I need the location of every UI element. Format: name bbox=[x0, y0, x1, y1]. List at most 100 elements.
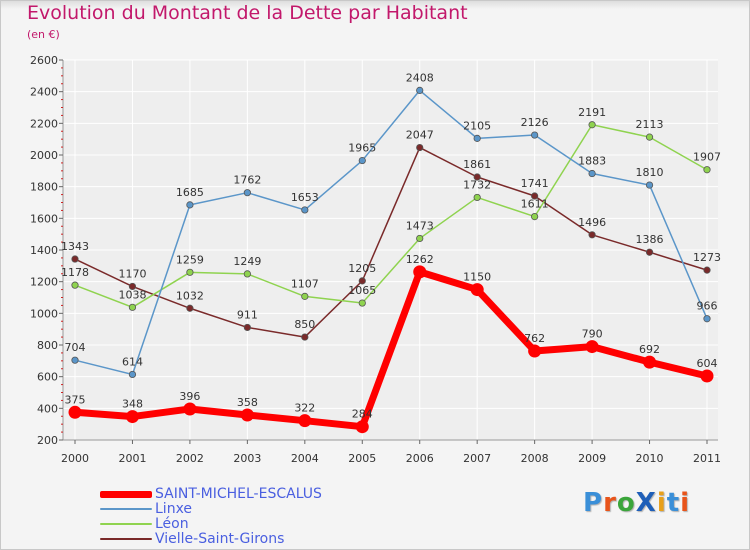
data-point-linxe bbox=[588, 169, 596, 178]
data-label-l-on: 1107 bbox=[291, 277, 319, 290]
data-label-saint-michel-escalus: 1262 bbox=[406, 253, 434, 266]
data-point-saint-michel-escalus bbox=[183, 402, 197, 416]
y-tick-label: 1600 bbox=[30, 212, 58, 225]
data-label-linxe: 614 bbox=[122, 355, 143, 368]
data-label-saint-michel-escalus: 375 bbox=[65, 393, 86, 406]
logo-letter: i bbox=[680, 488, 691, 518]
legend-swatch bbox=[100, 538, 152, 540]
data-point-linxe bbox=[186, 201, 194, 209]
data-label-l-on: 1907 bbox=[693, 151, 721, 164]
data-label-saint-michel-escalus: 1150 bbox=[463, 271, 491, 284]
data-point-vielle-saint-girons bbox=[243, 323, 251, 332]
data-point-l-on bbox=[416, 234, 424, 243]
x-tick-label: 2000 bbox=[61, 452, 89, 465]
logo-letter: X bbox=[635, 488, 657, 518]
y-tick-label: 200 bbox=[37, 434, 58, 447]
legend-label: Vielle-Saint-Girons bbox=[155, 531, 285, 547]
data-point-l-on bbox=[703, 166, 711, 174]
x-tick-label: 2011 bbox=[693, 452, 721, 465]
data-label-vielle-saint-girons: 1205 bbox=[348, 262, 376, 275]
data-label-vielle-saint-girons: 1386 bbox=[636, 233, 664, 246]
data-point-linxe bbox=[531, 131, 539, 139]
data-label-l-on: 1178 bbox=[61, 266, 89, 279]
y-tick-label: 2400 bbox=[30, 86, 58, 99]
x-tick-label: 2010 bbox=[636, 452, 664, 465]
data-point-saint-michel-escalus bbox=[585, 340, 599, 354]
data-point-saint-michel-escalus bbox=[413, 265, 427, 279]
data-label-vielle-saint-girons: 1273 bbox=[693, 251, 721, 264]
series-line-l-on bbox=[74, 124, 708, 309]
proxiti-logo: ProXiti bbox=[583, 488, 690, 518]
data-point-linxe bbox=[71, 356, 79, 364]
y-tick-label: 1200 bbox=[30, 276, 58, 289]
x-tick-label: 2004 bbox=[291, 452, 319, 465]
data-label-vielle-saint-girons: 1170 bbox=[118, 267, 146, 280]
data-point-saint-michel-escalus bbox=[470, 283, 484, 297]
data-point-vielle-saint-girons bbox=[645, 248, 654, 256]
x-tick-label: 2002 bbox=[176, 452, 204, 465]
data-point-saint-michel-escalus bbox=[298, 414, 312, 428]
data-label-l-on: 1038 bbox=[118, 288, 146, 301]
data-label-vielle-saint-girons: 1032 bbox=[176, 289, 204, 302]
data-point-l-on bbox=[186, 268, 194, 276]
chart-title: Evolution du Montant de la Dette par Hab… bbox=[27, 2, 468, 24]
data-point-saint-michel-escalus bbox=[700, 369, 714, 383]
data-point-saint-michel-escalus bbox=[355, 420, 369, 434]
x-tick-label: 2001 bbox=[118, 452, 146, 465]
logo-letter: t bbox=[666, 488, 681, 518]
data-label-vielle-saint-girons: 1741 bbox=[521, 177, 549, 190]
legend-label: Linxe bbox=[155, 501, 193, 517]
y-tick-label: 600 bbox=[37, 371, 58, 384]
data-point-vielle-saint-girons bbox=[588, 231, 596, 239]
data-point-vielle-saint-girons bbox=[186, 304, 194, 312]
data-point-linxe bbox=[301, 206, 309, 214]
data-point-l-on bbox=[243, 270, 251, 278]
logo-letter: i bbox=[656, 488, 667, 518]
data-label-linxe: 1810 bbox=[636, 166, 664, 179]
x-tick-label: 2005 bbox=[348, 452, 376, 465]
y-tick-label: 400 bbox=[37, 402, 58, 415]
data-point-vielle-saint-girons bbox=[703, 266, 711, 274]
data-label-linxe: 704 bbox=[65, 341, 86, 354]
data-point-l-on bbox=[588, 121, 596, 129]
x-tick-label: 2009 bbox=[578, 452, 606, 465]
series-line-saint-michel-escalus bbox=[74, 268, 708, 431]
data-label-l-on: 1473 bbox=[406, 219, 434, 232]
data-label-vielle-saint-girons: 1861 bbox=[463, 158, 491, 171]
x-tick-label: 2006 bbox=[406, 452, 434, 465]
data-label-l-on: 1065 bbox=[348, 284, 376, 297]
logo-letter: r bbox=[603, 488, 617, 518]
y-tick-label: 2600 bbox=[30, 54, 58, 67]
logo-letter: P bbox=[583, 488, 604, 518]
data-label-vielle-saint-girons: 1496 bbox=[578, 216, 606, 229]
data-point-vielle-saint-girons bbox=[473, 173, 481, 181]
legend-label: SAINT-MICHEL-ESCALUS bbox=[155, 486, 322, 502]
data-point-l-on bbox=[473, 193, 481, 202]
data-label-l-on: 1732 bbox=[463, 178, 491, 191]
data-point-l-on bbox=[71, 281, 79, 289]
data-label-vielle-saint-girons: 850 bbox=[294, 318, 315, 331]
data-point-l-on bbox=[128, 303, 137, 311]
series-line-vielle-saint-girons bbox=[74, 146, 708, 338]
data-point-linxe bbox=[703, 315, 711, 323]
data-label-vielle-saint-girons: 911 bbox=[237, 308, 258, 321]
data-point-saint-michel-escalus bbox=[643, 355, 657, 369]
data-label-saint-michel-escalus: 762 bbox=[524, 332, 545, 345]
data-point-l-on bbox=[301, 292, 309, 300]
data-label-linxe: 1762 bbox=[233, 174, 261, 187]
legend-item: Linxe bbox=[100, 501, 192, 517]
data-point-linxe bbox=[243, 189, 251, 197]
data-point-saint-michel-escalus bbox=[528, 344, 542, 358]
data-label-linxe: 2126 bbox=[521, 116, 549, 129]
data-point-l-on bbox=[531, 212, 539, 221]
data-point-saint-michel-escalus bbox=[125, 410, 139, 424]
y-tick-label: 800 bbox=[37, 339, 58, 352]
data-label-linxe: 1965 bbox=[348, 142, 376, 155]
chart-unit-label: (en €) bbox=[27, 28, 60, 41]
data-label-vielle-saint-girons: 2047 bbox=[406, 129, 434, 142]
data-label-saint-michel-escalus: 604 bbox=[697, 357, 718, 370]
y-tick-label: 1400 bbox=[30, 244, 58, 257]
data-label-linxe: 1883 bbox=[578, 155, 606, 168]
data-label-linxe: 2408 bbox=[406, 71, 434, 84]
